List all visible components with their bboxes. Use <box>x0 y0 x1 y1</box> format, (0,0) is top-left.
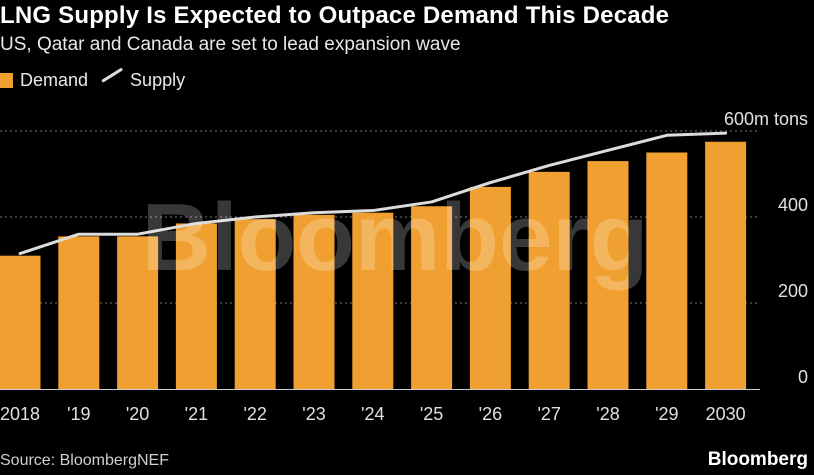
demand-bar-6 <box>352 212 394 389</box>
demand-bar-11 <box>646 152 688 389</box>
x-tick-label-7: '25 <box>420 404 443 424</box>
chart-subtitle: US, Qatar and Canada are set to lead exp… <box>0 34 461 55</box>
x-tick-label-0: 2018 <box>0 404 40 424</box>
demand-bar-0 <box>0 255 41 389</box>
x-tick-label-12: 2030 <box>706 404 746 424</box>
y-tick-label-0: 0 <box>798 367 808 387</box>
x-tick-label-4: '22 <box>243 404 266 424</box>
demand-bar-3 <box>175 223 217 389</box>
x-tick-label-1: '19 <box>67 404 90 424</box>
demand-bar-10 <box>587 161 629 389</box>
demand-bar-2 <box>117 236 159 389</box>
demand-bar-12 <box>705 141 747 389</box>
demand-bar-1 <box>58 236 100 389</box>
demand-bar-7 <box>411 206 453 389</box>
legend-demand-label: Demand <box>20 70 89 90</box>
x-tick-label-5: '23 <box>302 404 325 424</box>
x-tick-label-3: '21 <box>185 404 208 424</box>
x-tick-label-10: '28 <box>596 404 619 424</box>
x-tick-label-11: '29 <box>655 404 678 424</box>
legend-demand-swatch <box>0 73 13 88</box>
demand-bar-9 <box>528 171 570 389</box>
demand-bar-8 <box>469 186 511 389</box>
watermark: Bloomberg <box>142 184 649 291</box>
y-tick-label-600: 600m tons <box>724 109 808 129</box>
supply-line <box>18 131 728 256</box>
brand-logo: Bloomberg <box>707 449 808 470</box>
x-tick-label-9: '27 <box>537 404 560 424</box>
chart-title: LNG Supply Is Expected to Outpace Demand… <box>0 2 670 29</box>
demand-bar-4 <box>234 219 276 389</box>
y-tick-label-200: 200 <box>778 281 808 301</box>
source-note: Source: BloombergNEF <box>0 452 169 469</box>
demand-bar-5 <box>293 214 335 389</box>
x-tick-label-8: '26 <box>479 404 502 424</box>
x-tick-label-6: '24 <box>361 404 384 424</box>
y-tick-label-400: 400 <box>778 195 808 215</box>
chart-legend: Demand Supply <box>0 70 185 91</box>
x-tick-label-2: '20 <box>126 404 149 424</box>
legend-supply-label: Supply <box>130 70 186 90</box>
